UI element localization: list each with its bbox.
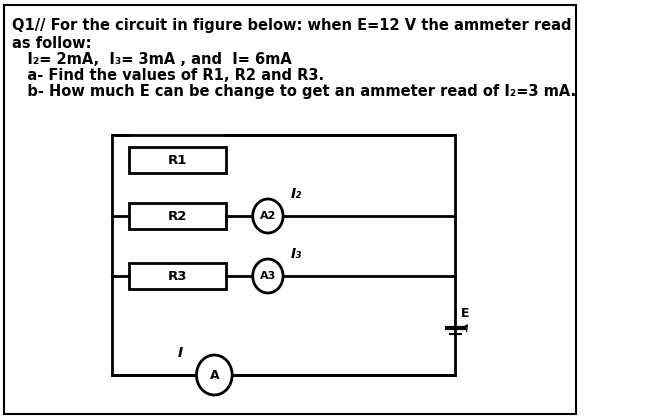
Text: I₃: I₃ — [290, 247, 301, 261]
Circle shape — [253, 199, 283, 233]
Text: A: A — [210, 368, 219, 382]
Bar — [130, 203, 226, 229]
Text: I: I — [178, 346, 183, 360]
Text: I₂= 2mA,  I₃= 3mA , and  I= 6mA: I₂= 2mA, I₃= 3mA , and I= 6mA — [12, 52, 292, 67]
Text: I₂: I₂ — [290, 187, 301, 201]
Text: E: E — [461, 307, 469, 320]
Text: Q1// For the circuit in figure below: when E=12 V the ammeter read: Q1// For the circuit in figure below: wh… — [12, 18, 571, 33]
Bar — [111, 135, 456, 375]
Text: A3: A3 — [260, 271, 276, 281]
Bar — [130, 263, 226, 289]
Text: as follow:: as follow: — [12, 36, 91, 51]
Circle shape — [253, 259, 283, 293]
Text: a- Find the values of R1, R2 and R3.: a- Find the values of R1, R2 and R3. — [12, 68, 324, 83]
Text: b- How much E can be change to get an ammeter read of I₂=3 mA.: b- How much E can be change to get an am… — [12, 84, 575, 99]
Text: R2: R2 — [168, 210, 187, 222]
Text: A2: A2 — [260, 211, 276, 221]
Circle shape — [197, 355, 232, 395]
Text: R1: R1 — [168, 153, 187, 166]
Text: R3: R3 — [168, 269, 187, 282]
Bar — [130, 147, 226, 173]
